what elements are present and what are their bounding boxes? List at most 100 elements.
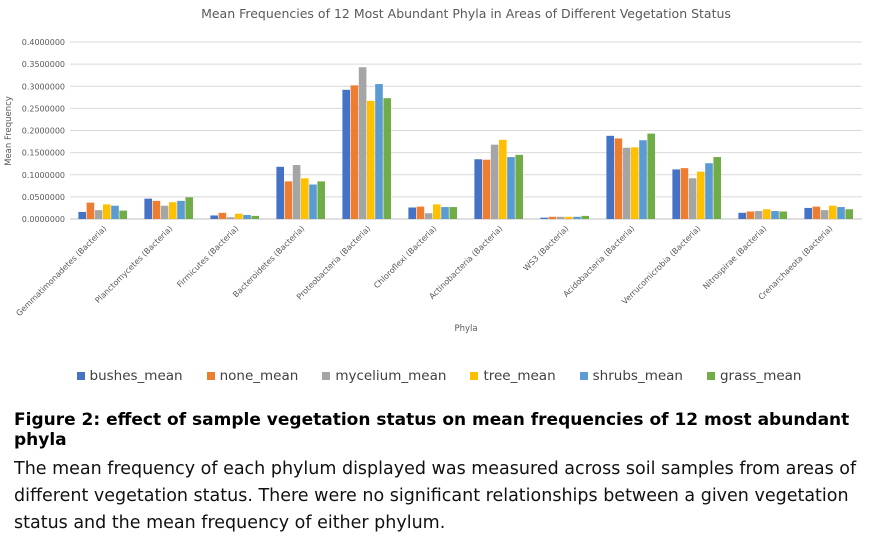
bar-bushes_mean [78, 211, 86, 219]
legend-swatch [579, 372, 588, 380]
bar-bushes_mean [606, 135, 614, 219]
bar-mycelium_mean [358, 67, 367, 219]
bar-shrubs_mean [177, 200, 185, 219]
bar-grass_mean [185, 197, 193, 219]
bar-mycelium_mean [820, 210, 829, 219]
legend-swatch [206, 372, 215, 380]
bar-tree_mean [367, 100, 375, 219]
bar-mycelium_mean [160, 205, 169, 219]
bar-shrubs_mean [507, 157, 515, 219]
bar-mycelium_mean [94, 210, 103, 219]
y-tick-label: 0.3500000 [22, 60, 65, 69]
legend-swatch [470, 372, 479, 380]
bar-shrubs_mean [441, 207, 449, 219]
bar-none_mean [416, 206, 425, 219]
x-tick-label: Actinobacteria (Bacteria) [427, 224, 504, 301]
legend-label: tree_mean [483, 368, 556, 384]
bar-bushes_mean [276, 166, 284, 219]
bar-shrubs_mean [837, 207, 845, 219]
y-tick-label: 0.3000000 [22, 82, 65, 91]
bar-none_mean [812, 206, 821, 219]
y-tick-label: 0.4000000 [22, 38, 65, 47]
bar-mycelium_mean [292, 165, 301, 219]
bar-shrubs_mean [771, 211, 779, 219]
legend-item-bushes_mean: bushes_mean [76, 368, 183, 384]
bar-none_mean [614, 138, 623, 219]
bar-none_mean [350, 85, 359, 220]
gridlines [70, 41, 862, 220]
x-tick-label: Gemmatimonadetes (Bacteria) [14, 224, 108, 318]
bar-tree_mean [235, 213, 243, 219]
bar-shrubs_mean [111, 205, 119, 219]
bar-tree_mean [565, 216, 573, 219]
bar-mycelium_mean [490, 144, 499, 219]
bar-bushes_mean [408, 207, 416, 219]
legend-label: bushes_mean [89, 368, 183, 384]
bar-mycelium_mean [556, 216, 565, 219]
x-tick-label: Planctomycetes (Bacteria) [93, 224, 174, 305]
bar-none_mean [482, 159, 491, 219]
y-tick-label: 0.1500000 [22, 149, 65, 158]
bar-tree_mean [499, 139, 507, 219]
bar-bushes_mean [474, 159, 482, 219]
bar-none_mean [548, 216, 557, 219]
y-tick-label: 0.2000000 [22, 127, 65, 136]
x-tick-label: Proteobacteria (Bacteria) [295, 224, 372, 301]
x-tick-label: Nitrospirae (Bacteria) [701, 224, 768, 291]
bar-none_mean [680, 168, 689, 219]
bar-tree_mean [829, 205, 837, 219]
bar-grass_mean [383, 98, 391, 219]
bar-grass_mean [119, 210, 127, 219]
bar-bushes_mean [804, 207, 812, 219]
y-tick-label: 0.0000000 [22, 215, 65, 224]
legend-label: mycelium_mean [335, 368, 447, 384]
legend-label: shrubs_mean [592, 368, 683, 384]
chart-legend: bushes_mean none_mean mycelium_mean tree_me… [0, 366, 878, 386]
bar-bushes_mean [210, 215, 218, 219]
bar-none_mean [86, 202, 95, 219]
bar-shrubs_mean [573, 216, 581, 219]
x-tick-label: WS3 (Bacteria) [522, 224, 571, 273]
bar-tree_mean [301, 178, 309, 219]
bar-grass_mean [647, 133, 655, 219]
bar-bushes_mean [540, 217, 548, 219]
x-tick-label: Bacteroidetes (Bacteria) [231, 224, 306, 299]
bar-shrubs_mean [375, 84, 383, 219]
x-axis-ticks: Gemmatimonadetes (Bacteria)Planctomycete… [14, 224, 834, 318]
legend-swatch [322, 372, 331, 380]
x-tick-label: Firmicutes (Bacteria) [175, 224, 240, 289]
bar-bushes_mean [672, 169, 680, 219]
bar-bushes_mean [738, 212, 746, 219]
bar-tree_mean [631, 147, 639, 219]
x-tick-label: Verrucomicrobia (Bacteria) [620, 224, 702, 306]
y-tick-label: 0.0500000 [22, 193, 65, 202]
bar-tree_mean [169, 202, 177, 219]
bar-bushes_mean [342, 89, 350, 219]
legend-label: none_mean [219, 368, 299, 384]
bar-shrubs_mean [639, 140, 647, 219]
bar-tree_mean [697, 171, 705, 219]
x-axis-label: Phyla [454, 324, 477, 334]
bar-tree_mean [763, 209, 771, 219]
bar-shrubs_mean [309, 184, 317, 219]
figure-caption-title: Figure 2: effect of sample vegetation st… [14, 410, 850, 450]
chart-title: Mean Frequencies of 12 Most Abundant Phy… [201, 6, 731, 21]
legend-item-mycelium_mean: mycelium_mean [322, 368, 446, 384]
bar-grass_mean [581, 215, 589, 219]
bar-grass_mean [713, 157, 721, 219]
bar-grass_mean [779, 211, 787, 219]
bar-grass_mean [515, 154, 523, 219]
bar-mycelium_mean [424, 213, 433, 219]
bar-mycelium_mean [754, 211, 763, 219]
legend-item-shrubs_mean: shrubs_mean [579, 368, 683, 384]
bar-none_mean [284, 181, 293, 219]
x-tick-label: Acidobacteria (Bacteria) [562, 224, 637, 299]
bar-grass_mean [845, 209, 853, 219]
y-tick-label: 0.1000000 [22, 171, 65, 180]
y-axis-ticks: 0.0000000 0.0500000 0.1000000 0.1500000 0.20… [22, 38, 65, 224]
figure-caption-body: The mean frequency of each phylum displa… [14, 459, 857, 533]
bar-none_mean [152, 200, 161, 219]
bar-tree_mean [433, 204, 441, 219]
bar-bushes_mean [144, 198, 152, 219]
y-axis-label: Mean Frequency [4, 96, 14, 166]
